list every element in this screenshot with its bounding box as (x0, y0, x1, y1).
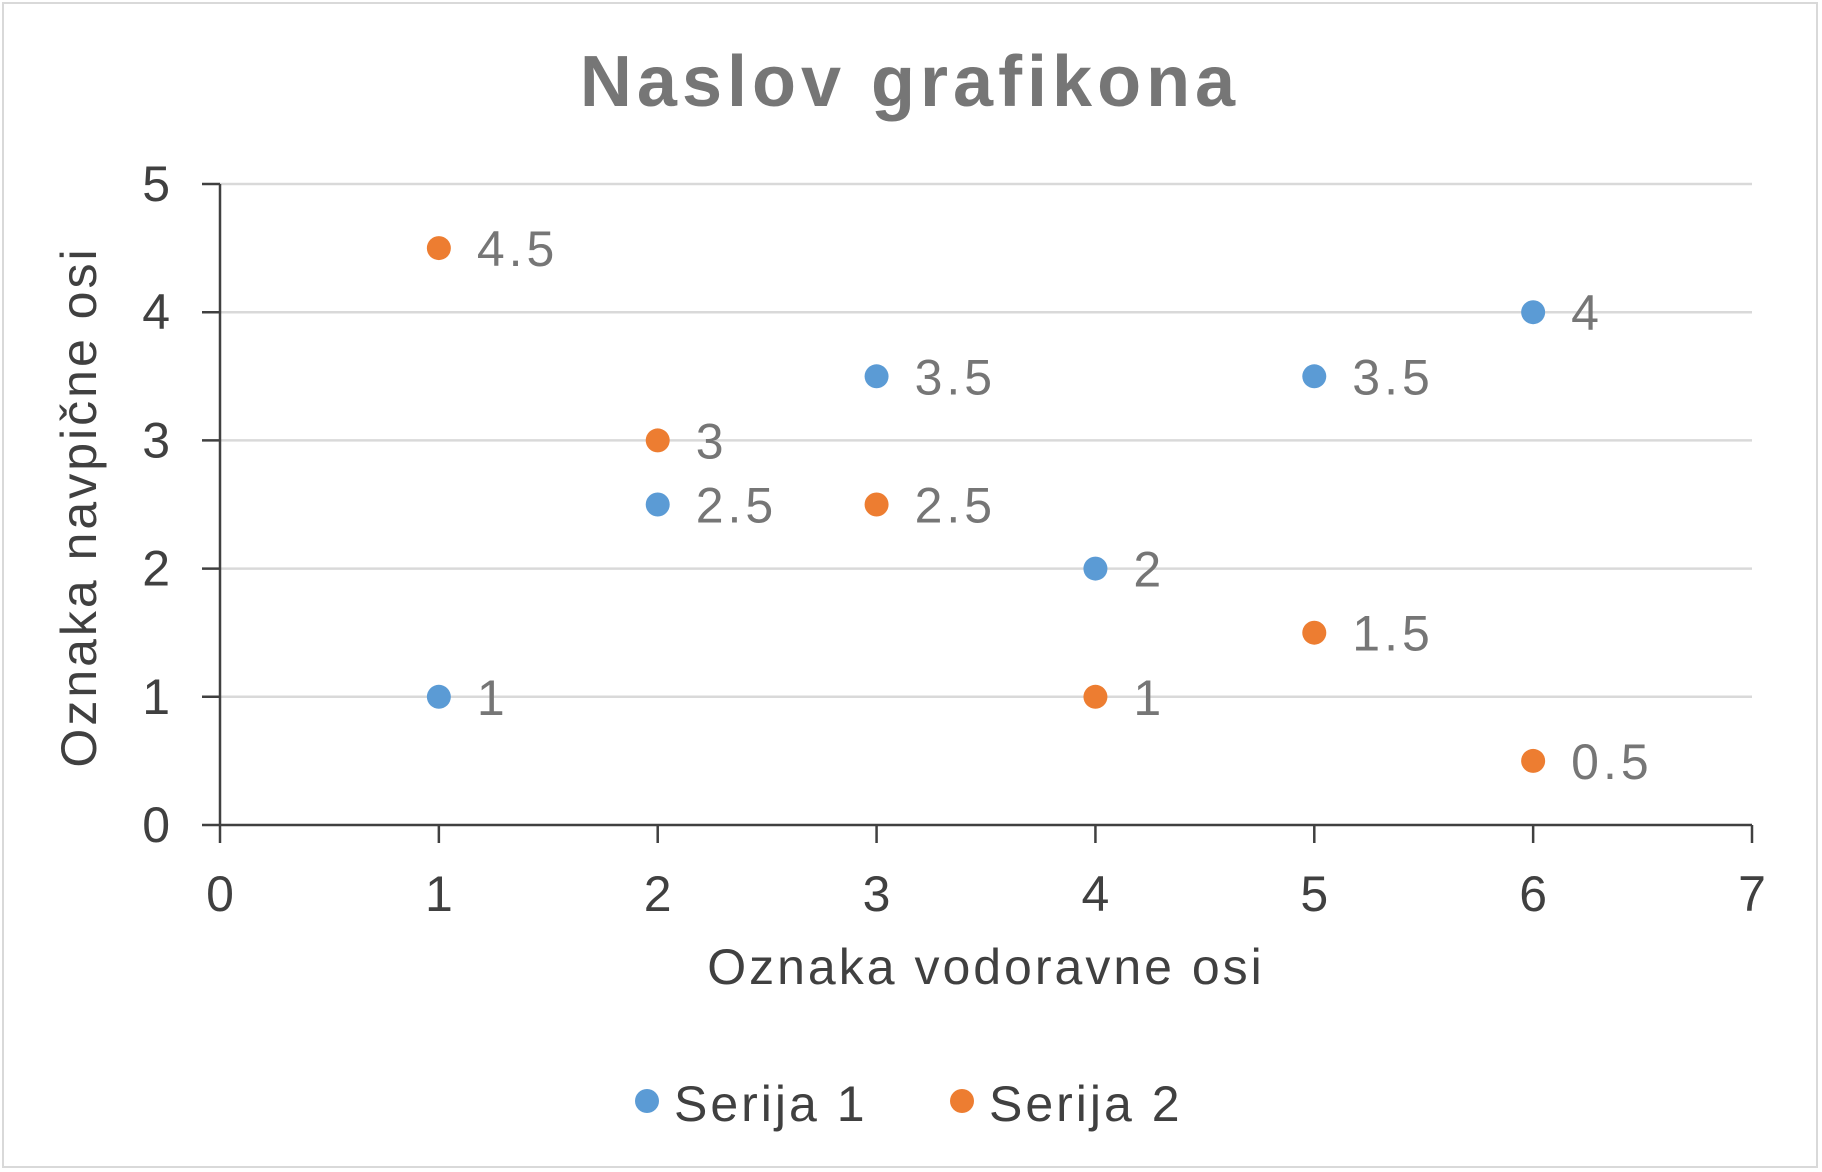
data-point (1083, 684, 1108, 709)
chart-title: Naslov grafikona (580, 42, 1240, 122)
scatter-chart: Naslov grafikona 0 1 2 3 4 5 0 1 2 3 4 5 6 7 1 2.5 3.5 2… (51, 42, 1766, 1132)
x-tick-label: 0 (206, 866, 234, 922)
gridlines (220, 182, 1752, 699)
data-label: 2 (1133, 542, 1165, 598)
y-tick-label: 2 (142, 541, 170, 597)
legend-label: Serija 1 (674, 1076, 868, 1132)
data-label: 1.5 (1352, 606, 1434, 662)
x-tick-label: 3 (863, 866, 891, 922)
x-axis-title: Oznaka vodoravne osi (707, 939, 1265, 995)
data-points (426, 236, 1546, 773)
x-tick-label: 6 (1519, 866, 1547, 922)
y-tick-label: 0 (142, 797, 170, 853)
x-tick-label: 1 (425, 866, 453, 922)
y-tick-label: 5 (142, 156, 170, 212)
x-tick-label: 4 (1082, 866, 1110, 922)
data-label: 2.5 (696, 478, 778, 534)
x-tick-label: 5 (1300, 866, 1328, 922)
data-label: 0.5 (1571, 734, 1653, 790)
data-label: 3.5 (1352, 349, 1434, 405)
data-label: 3 (696, 413, 728, 469)
legend-marker (635, 1089, 659, 1113)
y-tick-label: 1 (142, 669, 170, 725)
data-point (864, 492, 889, 517)
axes (202, 182, 1754, 843)
data-label: 3.5 (915, 349, 997, 405)
data-point (864, 364, 889, 389)
data-point (426, 684, 451, 709)
x-tick-label: 7 (1738, 866, 1766, 922)
tick-labels: 0 1 2 3 4 5 0 1 2 3 4 5 6 7 (142, 156, 1766, 922)
y-axis-title: Oznaka navpične osi (51, 246, 107, 767)
legend-label: Serija 2 (989, 1076, 1183, 1132)
legend-marker (950, 1089, 974, 1113)
data-point (426, 236, 451, 261)
data-labels: 1 2.5 3.5 2 3.5 4 4.5 3 2.5 1 1.5 0.5 (477, 221, 1653, 790)
data-point (645, 492, 670, 517)
data-point (1302, 620, 1327, 645)
data-label: 1 (477, 670, 509, 726)
data-label: 1 (1133, 670, 1165, 726)
data-point (645, 428, 670, 453)
legend: Serija 1 Serija 2 (635, 1076, 1183, 1132)
data-point (1083, 556, 1108, 581)
data-point (1521, 300, 1546, 325)
x-tick-label: 2 (644, 866, 672, 922)
y-tick-label: 3 (142, 412, 170, 468)
data-label: 4.5 (477, 221, 559, 277)
data-label: 2.5 (915, 478, 997, 534)
data-point (1302, 364, 1327, 389)
data-label: 4 (1571, 285, 1603, 341)
data-point (1521, 748, 1546, 773)
y-tick-label: 4 (142, 284, 170, 340)
